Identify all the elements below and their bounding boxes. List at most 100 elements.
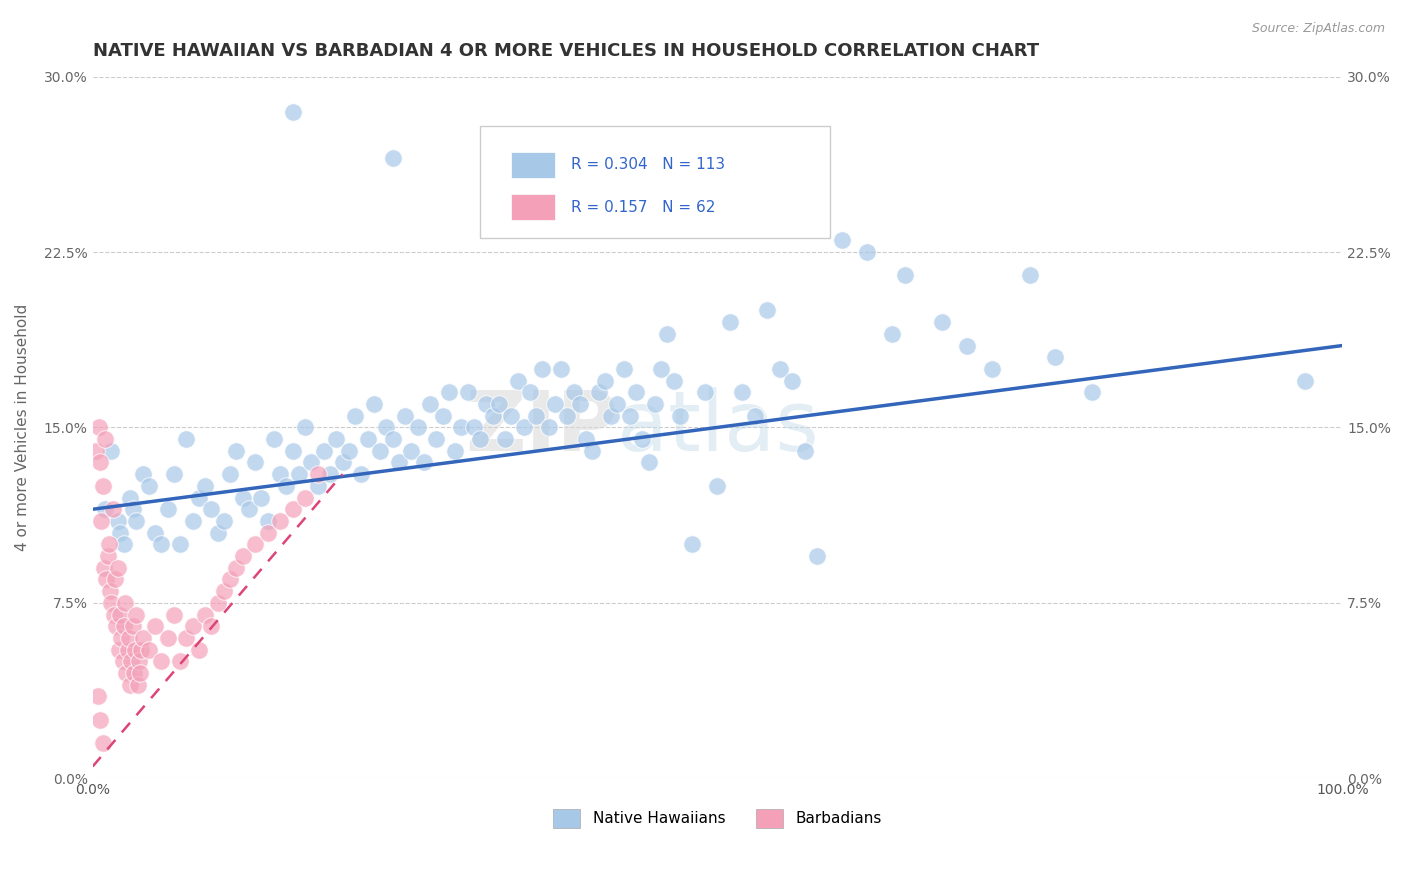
Point [706, 479, 728, 493]
Point [606, 397, 628, 411]
Point [131, 631, 153, 645]
Point [463, 420, 485, 434]
Point [256, 514, 278, 528]
Point [176, 631, 198, 645]
FancyBboxPatch shape [479, 126, 830, 238]
Point [86, 690, 108, 704]
Point [1018, 268, 1040, 283]
Point [207, 596, 229, 610]
Point [312, 443, 335, 458]
Point [98, 584, 121, 599]
Point [537, 420, 560, 434]
Point [107, 514, 129, 528]
Point [363, 397, 385, 411]
Point [406, 420, 429, 434]
Point [250, 491, 273, 505]
Point [375, 420, 398, 434]
Point [194, 607, 217, 622]
Point [117, 642, 139, 657]
Point [200, 502, 222, 516]
Point [86, 443, 108, 458]
Text: Source: ZipAtlas.com: Source: ZipAtlas.com [1251, 22, 1385, 36]
Point [350, 467, 373, 482]
Point [120, 654, 142, 668]
Point [662, 374, 685, 388]
Point [631, 432, 654, 446]
Point [475, 397, 498, 411]
Point [332, 455, 354, 469]
Point [381, 432, 404, 446]
Point [425, 432, 447, 446]
Point [100, 443, 122, 458]
Point [243, 537, 266, 551]
Point [806, 549, 828, 563]
Point [613, 362, 636, 376]
Point [121, 619, 143, 633]
Point [181, 514, 204, 528]
Point [281, 443, 304, 458]
Point [637, 455, 659, 469]
Point [187, 491, 209, 505]
Point [288, 467, 311, 482]
Point [294, 420, 316, 434]
Point [381, 152, 404, 166]
Point [718, 315, 741, 329]
Point [294, 491, 316, 505]
Point [121, 502, 143, 516]
Point [108, 642, 131, 657]
Point [94, 432, 117, 446]
Point [419, 397, 441, 411]
Point [307, 479, 329, 493]
Point [256, 525, 278, 540]
Point [100, 596, 122, 610]
Point [103, 607, 125, 622]
Point [97, 549, 120, 563]
Point [118, 631, 141, 645]
Point [90, 514, 112, 528]
Point [94, 502, 117, 516]
Point [956, 338, 979, 352]
Point [550, 362, 572, 376]
Point [506, 374, 529, 388]
Point [693, 385, 716, 400]
Point [128, 654, 150, 668]
Point [626, 385, 648, 400]
Text: R = 0.304   N = 113: R = 0.304 N = 113 [571, 158, 725, 172]
Point [89, 713, 111, 727]
Point [269, 514, 291, 528]
Point [681, 537, 703, 551]
Point [129, 665, 152, 680]
Point [600, 409, 623, 423]
Point [394, 409, 416, 423]
Point [488, 397, 510, 411]
Point [114, 596, 136, 610]
Point [169, 654, 191, 668]
Point [232, 549, 254, 563]
Point [731, 385, 754, 400]
Point [368, 443, 391, 458]
Point [200, 619, 222, 633]
Point [115, 665, 138, 680]
Point [524, 409, 547, 423]
Point [344, 409, 367, 423]
Point [481, 409, 503, 423]
Text: atlas: atlas [617, 387, 820, 468]
Point [669, 409, 692, 423]
Point [432, 409, 454, 423]
Point [225, 560, 247, 574]
Point [401, 443, 423, 458]
Point [212, 584, 235, 599]
Point [276, 479, 298, 493]
Point [112, 537, 135, 551]
Point [562, 385, 585, 400]
Point [544, 397, 567, 411]
Point [437, 385, 460, 400]
Point [581, 443, 603, 458]
Point [657, 326, 679, 341]
Point [281, 502, 304, 516]
Point [219, 573, 242, 587]
Point [337, 443, 360, 458]
Point [111, 654, 134, 668]
Point [108, 525, 131, 540]
Point [125, 514, 148, 528]
